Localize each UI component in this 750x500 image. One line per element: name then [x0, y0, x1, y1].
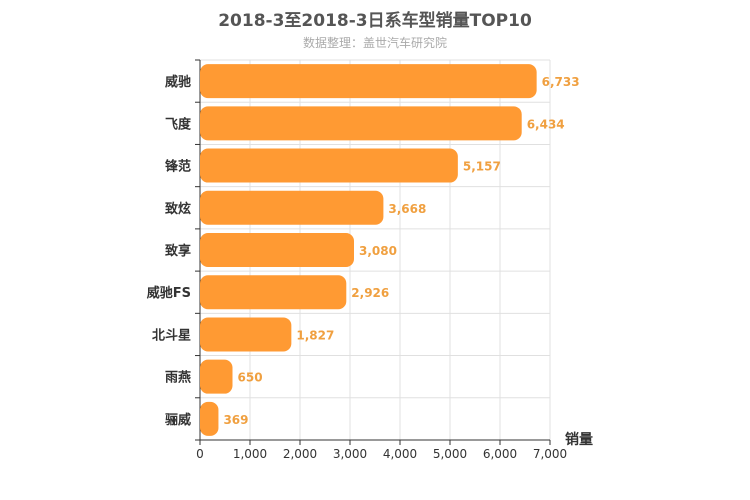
x-tick-label: 5,000: [433, 447, 467, 461]
x-tick-label: 3,000: [333, 447, 367, 461]
bar: [200, 64, 537, 99]
bar: [200, 190, 384, 225]
x-tick-label: 6,000: [483, 447, 517, 461]
bar: [200, 359, 233, 394]
data-label: 2,926: [351, 286, 389, 300]
category-label: 致炫: [165, 201, 191, 217]
data-label: 1,827: [296, 328, 334, 342]
data-label: 3,668: [388, 202, 426, 216]
data-label: 6,733: [542, 75, 580, 89]
category-label: 骊威: [165, 412, 191, 428]
data-label: 650: [238, 371, 263, 385]
x-tick-label: 1,000: [233, 447, 267, 461]
bar: [200, 401, 219, 436]
data-label: 369: [223, 413, 248, 427]
x-tick-label: 0: [196, 447, 204, 461]
data-label: 3,080: [359, 244, 397, 258]
category-label: 锋范: [165, 159, 191, 175]
x-tick-label: 2,000: [283, 447, 317, 461]
category-label: 飞度: [165, 116, 192, 132]
bar: [200, 275, 347, 310]
category-label: 北斗星: [152, 328, 191, 343]
data-label: 5,157: [463, 160, 501, 174]
category-label: 威驰: [165, 74, 191, 90]
data-label: 6,434: [527, 117, 565, 131]
x-axis-title: 销量: [565, 431, 593, 448]
bar: [200, 233, 354, 267]
x-tick-label: 7,000: [533, 447, 567, 461]
bar: [200, 317, 292, 352]
bar: [200, 148, 458, 183]
chart-subtitle: 数据整理：盖世汽车研究院: [302, 36, 447, 50]
bar: [200, 106, 522, 141]
category-label: 威驰FS: [147, 285, 191, 301]
chart-title: 2018-3至2018-3日系车型销量TOP10: [218, 11, 532, 31]
category-label: 致享: [165, 243, 191, 259]
x-tick-label: 4,000: [383, 447, 417, 461]
category-label: 雨燕: [165, 370, 191, 386]
